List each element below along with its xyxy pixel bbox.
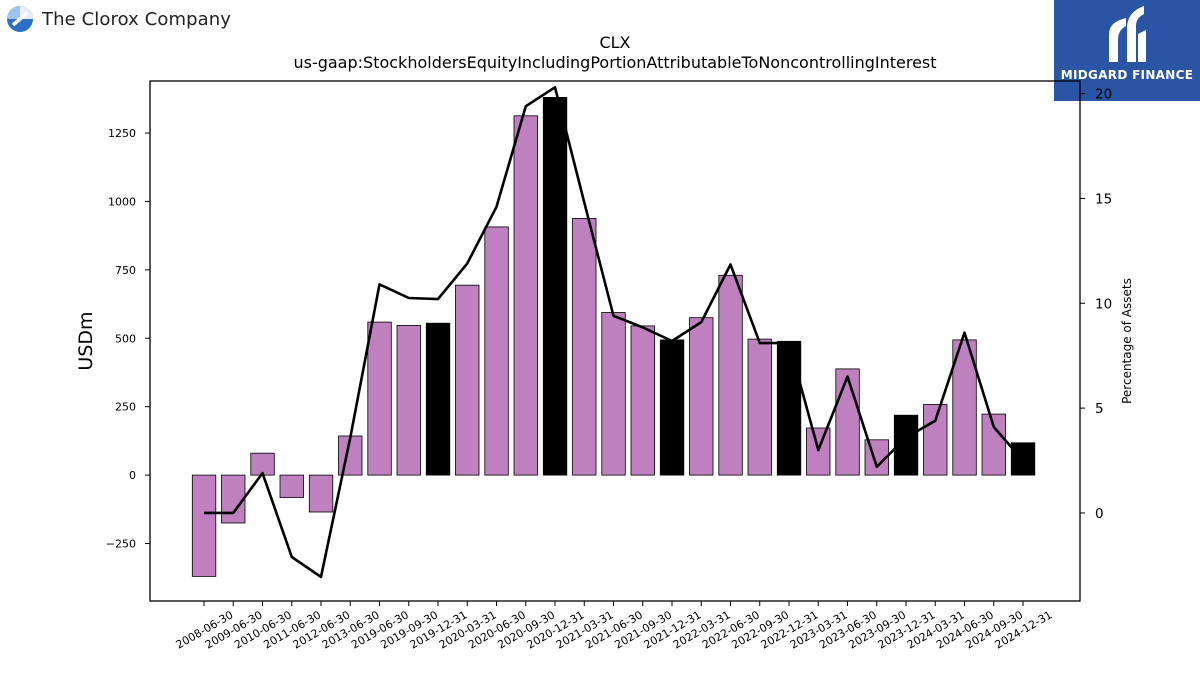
bar [367,321,392,476]
y2-tick-label: 20 [1095,87,1112,103]
y-axis-label: USDm [75,311,97,370]
bar [952,339,977,476]
bar [191,474,217,577]
y-axis-right: 0 5 10 15 20 [1080,87,1112,522]
x-axis: 2008-06-302009-06-302010-06-302011-06-30… [174,601,1055,652]
clorox-logo-icon [7,6,33,32]
bar [601,312,626,476]
bar [308,474,334,513]
bar [279,474,304,498]
bar [425,322,451,476]
chart-subtitle: us-gaap:StockholdersEquityIncludingPorti… [293,53,937,72]
y-tick-label: −250 [106,538,136,551]
bar [689,317,714,476]
bar [893,414,919,476]
y2-tick-label: 5 [1095,401,1104,417]
y2-tick-label: 10 [1095,296,1112,312]
midgard-brand-text: MIDGARD FINANCE [1060,68,1194,82]
y-axis-left: −250 0 250 500 750 1000 1250 [106,127,150,551]
bar-series [191,97,1036,577]
bar [513,115,538,476]
plot-frame [149,80,1081,602]
midgard-finance-logo: MIDGARD FINANCE [1054,0,1200,101]
bar [484,226,509,476]
bar [923,404,948,476]
y-tick-label: 0 [129,469,136,482]
y-tick-label: 250 [115,401,136,414]
bar [718,274,743,476]
y-tick-label: 500 [115,332,136,345]
company-name: The Clorox Company [42,8,232,30]
bar [221,474,246,524]
percent-of-assets-line [204,86,1024,579]
y2-tick-label: 15 [1095,191,1112,207]
y-tick-label: 750 [115,264,136,277]
y-tick-label: 1250 [108,127,136,140]
y2-tick-label: 0 [1095,506,1104,522]
bar [572,217,597,476]
bar [747,338,772,476]
bar [630,325,655,476]
chart-title: CLX [599,33,631,52]
bar [396,324,421,476]
bar [542,97,568,476]
bar [981,413,1006,476]
bar [835,368,860,476]
bar [776,340,802,476]
y2-axis-label: Percentage of Assets [1120,278,1134,404]
company-brand: The Clorox Company [6,5,231,33]
bar [659,339,685,476]
bar [806,427,831,476]
y-tick-label: 1000 [108,195,136,208]
midgard-mark-icon [1109,6,1146,62]
line-series [204,86,1024,579]
bar [455,284,480,476]
